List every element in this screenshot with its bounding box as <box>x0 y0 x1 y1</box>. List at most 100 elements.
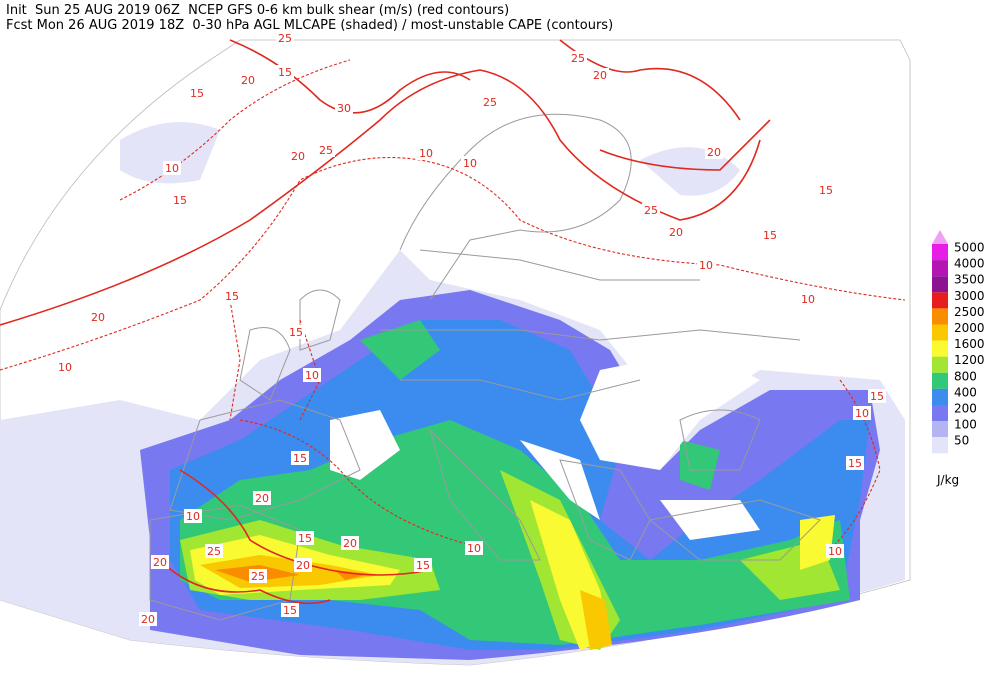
legend-swatch <box>932 421 948 438</box>
legend-unit: J/kg <box>936 473 959 487</box>
contour-label-box <box>163 161 181 175</box>
legend-swatch <box>932 356 948 373</box>
contour-label-box <box>139 612 157 626</box>
contour-label: 15 <box>416 559 430 572</box>
contour-label: 10 <box>855 407 869 420</box>
legend-swatch <box>932 244 948 261</box>
contour-label: 20 <box>593 69 607 82</box>
border <box>380 249 801 401</box>
legend-level-label: 3500 <box>954 273 985 287</box>
contour-label: 20 <box>291 150 305 163</box>
legend-swatch <box>932 388 948 405</box>
contour-label-box <box>868 389 886 403</box>
contour-label: 20 <box>91 311 105 324</box>
contour-label: 25 <box>319 144 333 157</box>
contour-label: 25 <box>644 204 658 217</box>
shear-contour <box>119 59 351 201</box>
contour-label-box <box>799 292 817 306</box>
contour-label-box <box>281 603 299 617</box>
coastlines <box>149 113 821 621</box>
legend-swatch <box>932 340 948 357</box>
contour-label-box <box>56 360 74 374</box>
legend-swatch <box>932 324 948 341</box>
contour-label-box <box>171 193 189 207</box>
cape-2500 <box>200 555 612 650</box>
coastline <box>239 289 341 401</box>
contour-label: 20 <box>141 613 155 626</box>
legend-swatch <box>932 276 948 293</box>
contour-label: 15 <box>173 194 187 207</box>
coastline <box>428 428 541 561</box>
contour-label: 10 <box>58 361 72 374</box>
contour-label-box <box>761 228 779 242</box>
legend-level-label: 800 <box>954 369 977 383</box>
legend-swatch <box>932 292 948 309</box>
contour-label: 25 <box>207 545 221 558</box>
contour-label-box <box>188 86 206 100</box>
contour-label-box <box>289 149 307 163</box>
legend-level-label: 3000 <box>954 289 985 303</box>
legend-level-label: 4000 <box>954 257 985 271</box>
contour-label-box <box>303 368 321 382</box>
contour-label: 15 <box>870 390 884 403</box>
contour-label-box <box>249 569 267 583</box>
legend-swatch <box>932 437 948 454</box>
legend-swatch <box>932 260 948 277</box>
contour-label-box <box>296 531 314 545</box>
contour-label-box <box>335 101 353 115</box>
contour-label-box <box>291 451 309 465</box>
header-line-1: Init Sun 25 AUG 2019 06Z NCEP GFS 0-6 km… <box>6 3 509 18</box>
contour-label: 20 <box>241 74 255 87</box>
coastline <box>648 499 821 561</box>
contour-label-box <box>414 558 432 572</box>
contour-label: 15 <box>763 229 777 242</box>
contour-label-box <box>253 491 271 505</box>
legend: 5000 4000 3500 3000 2500 2000 1600 1200 800 400 20… <box>932 230 985 487</box>
contour-label-box <box>239 73 257 87</box>
contour-label-box <box>591 68 609 82</box>
contour-label-box <box>705 145 723 159</box>
contour-label-box <box>853 406 871 420</box>
contour-label-box <box>667 225 685 239</box>
contour-label: 15 <box>190 87 204 100</box>
shear-contour <box>229 299 321 421</box>
shear-contour <box>159 469 431 605</box>
contour-label: 15 <box>278 66 292 79</box>
legend-level-label: 50 <box>954 434 969 448</box>
contour-label: 10 <box>467 542 481 555</box>
legend-swatch <box>932 372 948 389</box>
legend-level-label: 2500 <box>954 305 985 319</box>
contour-label-box <box>461 156 479 170</box>
contour-label-box <box>817 183 835 197</box>
contour-label: 25 <box>483 96 497 109</box>
contour-label-box <box>697 258 715 272</box>
contour-label: 25 <box>278 32 292 45</box>
contour-label: 10 <box>699 259 713 272</box>
contour-label-box <box>151 555 169 569</box>
land-gap <box>330 200 760 540</box>
contour-label: 10 <box>165 162 179 175</box>
legend-level-label: 200 <box>954 402 977 416</box>
contour-label: 20 <box>153 556 167 569</box>
legend-level-label: 1200 <box>954 353 985 367</box>
contour-label: 15 <box>293 452 307 465</box>
coastline <box>559 459 651 561</box>
contour-label: 25 <box>251 570 265 583</box>
contour-label-box <box>276 65 294 79</box>
contour-label: 10 <box>186 510 200 523</box>
header-line-2: Fcst Mon 26 AUG 2019 18Z 0-30 hPa AGL ML… <box>6 18 613 33</box>
contour-label-box <box>276 31 294 45</box>
contour-label: 15 <box>848 457 862 470</box>
contour-label: 20 <box>255 492 269 505</box>
coastline <box>679 409 761 471</box>
contour-label-box <box>287 325 305 339</box>
contour-label: 20 <box>707 146 721 159</box>
legend-swatch <box>932 308 948 325</box>
contour-label-box <box>417 146 435 160</box>
legend-level-label: 5000 <box>954 241 985 255</box>
cape-shading <box>0 122 905 665</box>
contour-label-box <box>846 456 864 470</box>
contour-label-box <box>294 558 312 572</box>
contour-label-box <box>642 203 660 217</box>
